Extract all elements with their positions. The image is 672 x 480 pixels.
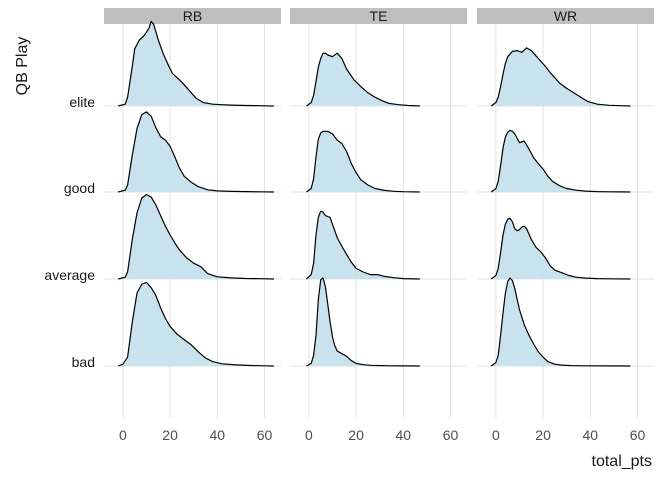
- ridge-line-rb-elite: [118, 20, 274, 107]
- x-tick-label: 60: [630, 427, 646, 443]
- ridge-fill-rb-bad: [118, 282, 274, 366]
- x-tick-label: 60: [257, 427, 273, 443]
- x-tick-label: 40: [582, 427, 598, 443]
- ridge-line-rb-good: [118, 111, 274, 193]
- ridge-line-te-good: [306, 130, 420, 193]
- ridge-line-te-elite: [306, 52, 420, 107]
- ridge-fill-te-bad: [306, 278, 420, 366]
- x-tick-label: 20: [348, 427, 364, 443]
- x-tick-label: 0: [119, 427, 127, 443]
- x-tick-label: 40: [395, 427, 411, 443]
- y-axis-title: QB Play: [14, 37, 31, 96]
- ridge-fill-wr-good: [491, 130, 631, 192]
- plot-area: RB 0 20 40 60 TE 0 20 40 60 WR 0 20 40 60 elite good aver…: [44, 8, 654, 443]
- ridge-line-te-average: [306, 210, 420, 280]
- ridge-fill-wr-bad: [491, 278, 631, 366]
- facet-strip: [104, 8, 281, 24]
- y-category-label: average: [44, 267, 95, 283]
- ridge-line-wr-good: [490, 129, 631, 193]
- x-tick-label: 0: [305, 427, 313, 443]
- facet-strip: [477, 8, 654, 24]
- facet-label: TE: [370, 8, 388, 24]
- panel-rb: RB 0 20 40 60: [104, 8, 281, 443]
- ridge-fill-wr-elite: [491, 47, 631, 106]
- ridge-line-wr-bad: [490, 277, 631, 367]
- ridge-line-rb-average: [118, 193, 274, 280]
- ridge-line-rb-bad: [117, 281, 274, 367]
- ridge-fill-wr-average: [491, 218, 631, 279]
- facet-label: WR: [554, 8, 577, 24]
- x-axis-title: total_pts: [592, 453, 652, 470]
- ridge-fill-te-good: [306, 131, 420, 192]
- ridge-fill-rb-good: [118, 111, 274, 192]
- ridge-line-wr-elite: [490, 47, 631, 107]
- x-tick-label: 60: [443, 427, 459, 443]
- y-category-label: elite: [69, 94, 95, 110]
- ridge-line-wr-average: [490, 217, 631, 280]
- ridge-line-te-bad: [306, 277, 420, 367]
- x-tick-label: 20: [535, 427, 551, 443]
- x-tick-label: 0: [492, 427, 500, 443]
- panel-te: TE 0 20 40 60: [290, 8, 467, 443]
- panel-wr: WR 0 20 40 60: [477, 8, 654, 443]
- facet-strip: [290, 8, 467, 24]
- ridge-fill-rb-elite: [118, 21, 274, 106]
- x-tick-label: 40: [209, 427, 225, 443]
- ridge-fill-rb-average: [118, 194, 274, 279]
- y-category-label: good: [64, 180, 95, 196]
- x-tick-label: 20: [162, 427, 178, 443]
- ridge-fill-te-elite: [306, 53, 420, 106]
- facet-label: RB: [183, 8, 202, 24]
- y-category-label: bad: [72, 354, 95, 370]
- ridge-fill-te-average: [306, 211, 420, 279]
